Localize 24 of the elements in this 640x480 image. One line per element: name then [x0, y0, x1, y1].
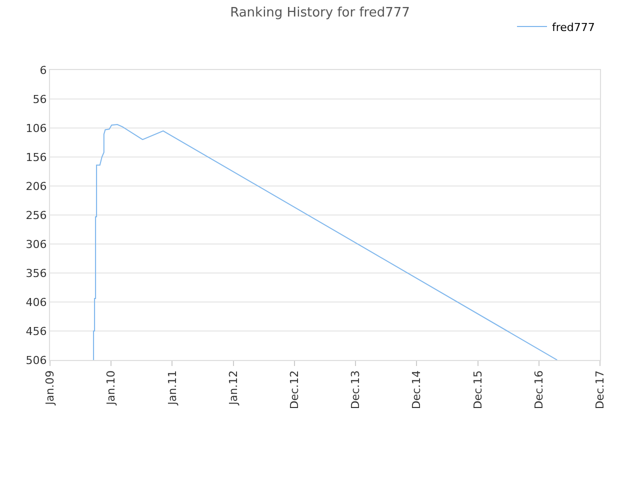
x-tick-label: Dec.13	[349, 370, 362, 410]
line-series	[93, 124, 558, 360]
y-tick-label: 156	[26, 150, 47, 164]
chart-title: Ranking History for fred777	[230, 5, 410, 20]
y-tick-label: 56	[32, 92, 47, 106]
y-tick-label: 306	[26, 238, 47, 251]
x-tick-label: Jan.09	[44, 370, 57, 406]
x-tick-label: Jan.10	[104, 370, 118, 406]
x-tick-label: Dec.17	[594, 370, 607, 410]
x-tick-label: Jan.11	[166, 370, 179, 406]
y-tick-label: 506	[26, 354, 47, 367]
y-tick-label: 456	[26, 324, 47, 338]
x-tick-label: Dec.15	[471, 370, 484, 410]
y-tick-label: 256	[26, 208, 47, 222]
y-tick-label: 356	[26, 266, 47, 280]
y-tick-label: 206	[26, 180, 47, 193]
x-tick-label: Dec.14	[410, 370, 424, 410]
x-tick-label: Jan.12	[226, 370, 240, 406]
y-tick-label: 6	[40, 64, 47, 77]
x-tick-label: Dec.16	[532, 370, 546, 410]
y-tick-label: 106	[26, 122, 47, 135]
x-tick-label: Dec.12	[288, 370, 302, 410]
y-tick-label: 406	[26, 296, 47, 309]
legend-label: fred777	[552, 20, 595, 34]
